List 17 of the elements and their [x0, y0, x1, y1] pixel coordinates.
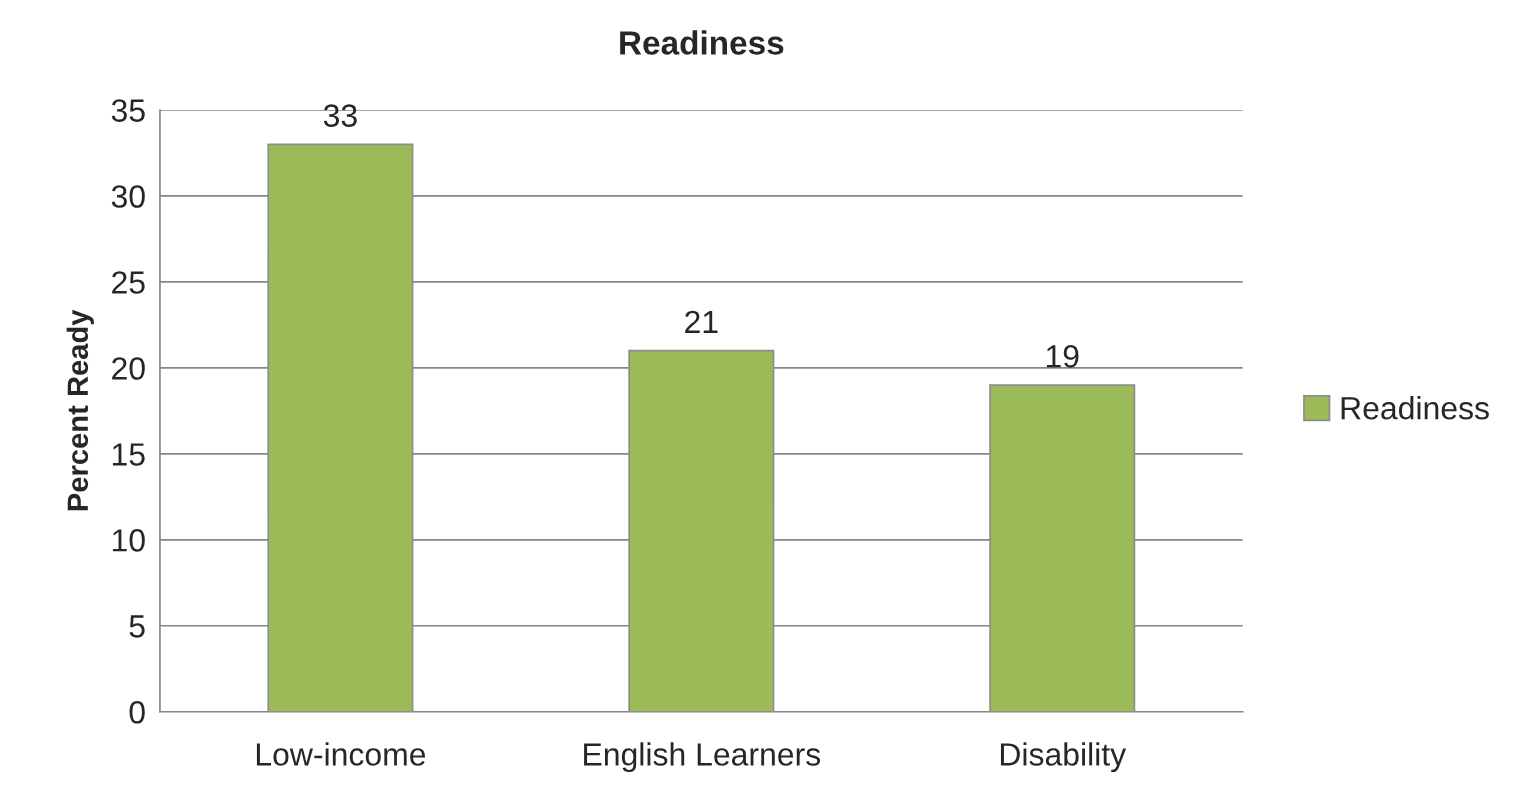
- y-tick-label: 10: [112, 529, 145, 552]
- data-label: 19: [1046, 345, 1079, 368]
- chart-title: Readiness: [620, 30, 784, 55]
- y-tick-label: 15: [112, 443, 145, 466]
- x-tick-label: English Learners: [584, 742, 821, 773]
- y-tick-label: 25: [112, 271, 145, 294]
- x-tick-label: Low-income: [256, 742, 426, 766]
- data-label: 33: [323, 104, 357, 127]
- y-tick-label: 0: [129, 700, 145, 724]
- y-tick-label: 5: [129, 615, 145, 638]
- data-label: 21: [685, 310, 718, 333]
- legend-label: Readiness: [1341, 396, 1489, 420]
- y-tick-label: 30: [111, 185, 145, 208]
- x-tick-label: Disability: [1000, 742, 1127, 773]
- y-tick-label: 35: [111, 99, 145, 122]
- y-tick-label: 20: [112, 357, 145, 380]
- y-axis-title: Percent Ready: [66, 309, 94, 511]
